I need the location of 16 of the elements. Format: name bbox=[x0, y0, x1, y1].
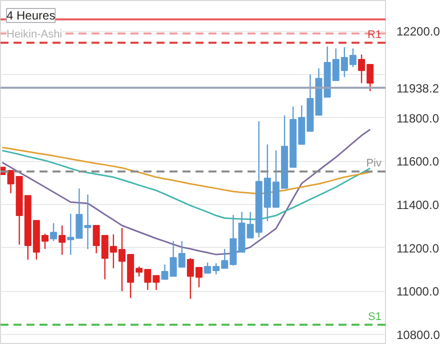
candlestick bbox=[84, 194, 92, 250]
y-tick-label: 11800.0 bbox=[396, 111, 440, 126]
y-tick-label: 11000.0 bbox=[396, 284, 440, 299]
text: 4 Heures bbox=[6, 8, 56, 22]
annotation: Heikin-Ashi bbox=[6, 28, 62, 40]
y-tick-label: 11400.0 bbox=[396, 198, 440, 212]
y-tick-label: 11200.0 bbox=[396, 241, 440, 256]
y-tick-label: 12200.0 bbox=[396, 24, 440, 39]
ref-line-label: Piv bbox=[366, 158, 382, 170]
y-tick-label: 10800.0 bbox=[396, 328, 440, 342]
y-tick-label: 11938.2 bbox=[396, 81, 440, 96]
ref-line-label: R1 bbox=[367, 28, 382, 41]
candlestick bbox=[50, 222, 58, 242]
y-tick-label: 11600.0 bbox=[396, 154, 440, 169]
ref-line-label: S1 bbox=[368, 310, 382, 323]
candlestick bbox=[58, 224, 66, 256]
